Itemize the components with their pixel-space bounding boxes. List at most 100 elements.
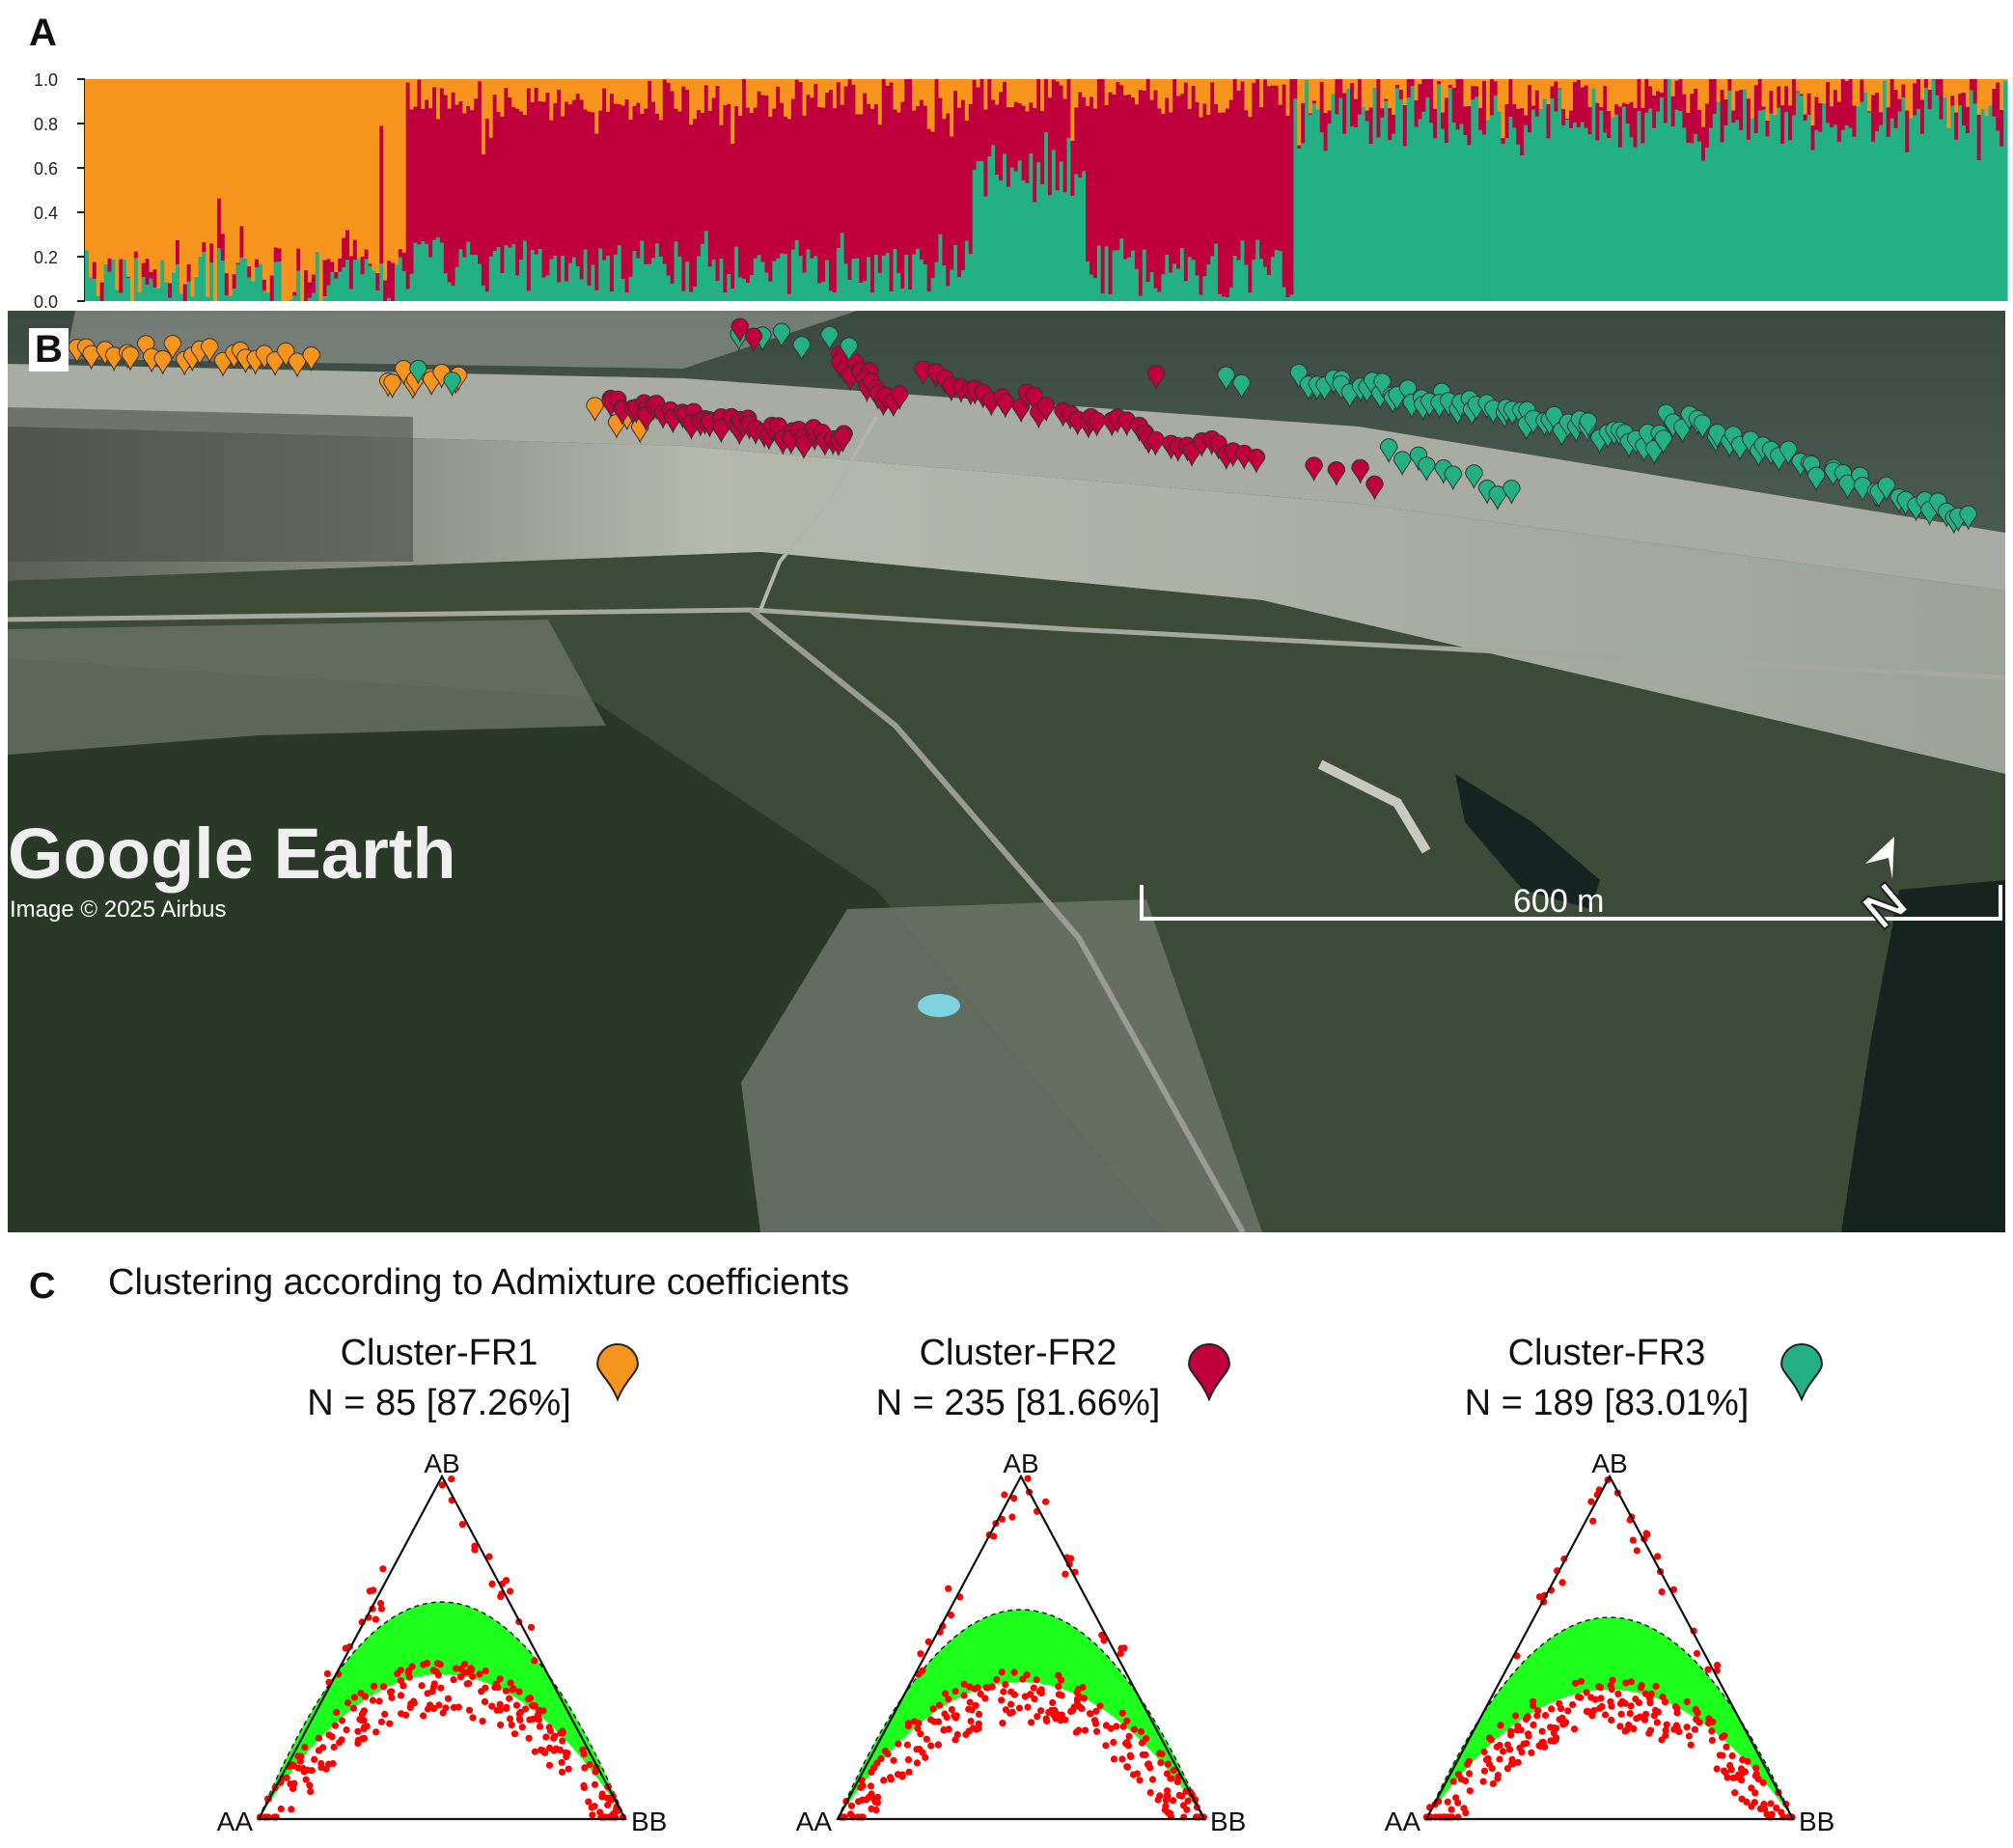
observed-point xyxy=(1693,1716,1700,1724)
bar-fr1 xyxy=(1361,79,1366,107)
observed-point xyxy=(898,1771,907,1779)
observed-point xyxy=(307,1788,315,1796)
bar-fr2 xyxy=(1425,79,1430,98)
bar-fr1 xyxy=(1996,79,2000,83)
bar-fr3 xyxy=(515,275,520,301)
bar-fr2 xyxy=(919,99,924,261)
observed-point xyxy=(469,1672,477,1680)
bar-fr3 xyxy=(1361,106,1366,302)
bar-fr1 xyxy=(484,79,490,119)
bar-fr3 xyxy=(1398,99,1404,302)
bar-fr2 xyxy=(1923,79,1929,89)
observed-point xyxy=(397,1667,404,1674)
bar-fr1 xyxy=(1009,79,1015,107)
observed-point xyxy=(512,1701,521,1709)
observed-point xyxy=(1027,1691,1034,1698)
bar-fr1 xyxy=(232,79,237,275)
observed-point xyxy=(1146,1789,1154,1797)
observed-point xyxy=(1652,1682,1660,1691)
bar-fr2 xyxy=(817,106,822,284)
bar-fr2 xyxy=(731,143,735,290)
observed-point xyxy=(438,1481,446,1489)
bar-fr1 xyxy=(863,79,868,94)
bar-fr2 xyxy=(579,99,585,280)
bar-fr3 xyxy=(92,278,97,301)
bar-fr1 xyxy=(1648,79,1653,87)
bar-fr3 xyxy=(1297,148,1302,301)
bar-fr2 xyxy=(1350,82,1355,127)
bar-fr1 xyxy=(1927,79,1933,90)
bar-fr2 xyxy=(1780,105,1785,144)
bar-fr1 xyxy=(825,79,830,93)
bar-fr3 xyxy=(1856,106,1861,301)
bar-fr3 xyxy=(492,251,498,301)
observed-point xyxy=(1727,1766,1735,1774)
bar-fr2 xyxy=(1108,92,1114,295)
bar-fr1 xyxy=(478,79,483,82)
bar-fr1 xyxy=(348,79,354,257)
observed-point xyxy=(405,1667,413,1674)
observed-point xyxy=(1591,1696,1599,1703)
bar-fr2 xyxy=(991,99,996,146)
bar-fr3 xyxy=(1534,116,1540,302)
observed-point xyxy=(1489,1779,1497,1787)
bar-fr2 xyxy=(1810,124,1816,151)
bar-fr2 xyxy=(1410,79,1416,87)
bar-fr1 xyxy=(322,79,328,261)
bar-fr2 xyxy=(398,249,403,258)
observed-point xyxy=(564,1750,571,1757)
observed-point xyxy=(1460,1805,1468,1812)
bar-fr3 xyxy=(1388,139,1393,301)
bar-fr2 xyxy=(644,108,648,264)
bar-fr1 xyxy=(1384,79,1389,99)
bar-fr3 xyxy=(481,286,486,301)
bar-fr2 xyxy=(391,262,396,301)
observed-point xyxy=(1107,1724,1115,1732)
observed-point xyxy=(482,1668,489,1675)
bar-fr1 xyxy=(632,79,637,106)
bar-fr2 xyxy=(425,99,429,244)
bar-fr3 xyxy=(798,256,804,301)
bar-fr2 xyxy=(786,119,792,294)
bar-fr2 xyxy=(1455,79,1461,130)
bar-fr3 xyxy=(172,272,177,301)
bar-fr2 xyxy=(1595,102,1600,141)
observed-point xyxy=(585,1798,593,1806)
bar-fr2 xyxy=(1274,85,1280,250)
scale-bar xyxy=(1140,885,2002,921)
bar-fr3 xyxy=(1497,111,1503,301)
observed-point xyxy=(510,1685,517,1693)
bar-fr3 xyxy=(624,292,630,301)
bar-fr2 xyxy=(474,98,479,256)
bar-fr3 xyxy=(1289,294,1294,301)
bar-fr1 xyxy=(526,79,532,89)
bar-fr2 xyxy=(798,81,804,257)
bar-fr3 xyxy=(1992,116,1997,301)
bar-fr1 xyxy=(1228,79,1234,100)
bar-fr2 xyxy=(1637,79,1641,112)
bar-fr2 xyxy=(1648,86,1653,109)
bar-fr3 xyxy=(2003,80,2008,302)
bar-fr2 xyxy=(624,98,630,293)
bar-fr2 xyxy=(1954,112,1959,140)
bar-fr3 xyxy=(1538,108,1544,301)
bar-fr2 xyxy=(1127,94,1132,258)
bar-fr2 xyxy=(1301,102,1306,144)
bar-fr1 xyxy=(1584,79,1589,86)
lake xyxy=(1455,774,1600,909)
bar-fr2 xyxy=(1086,105,1090,262)
bar-fr1 xyxy=(727,79,731,104)
observed-point xyxy=(476,1670,483,1678)
bar-fr1 xyxy=(1278,79,1283,105)
bar-fr3 xyxy=(617,245,622,301)
bar-fr3 xyxy=(1871,141,1876,301)
bar-fr3 xyxy=(311,292,317,301)
observed-point xyxy=(1162,1797,1170,1805)
observed-point xyxy=(508,1721,515,1728)
bar-fr3 xyxy=(938,234,943,301)
bar-fr1 xyxy=(1274,79,1280,86)
observed-point xyxy=(1006,1709,1014,1717)
bar-fr3 xyxy=(893,249,898,301)
bar-fr2 xyxy=(915,106,921,249)
bar-fr2 xyxy=(662,79,668,264)
